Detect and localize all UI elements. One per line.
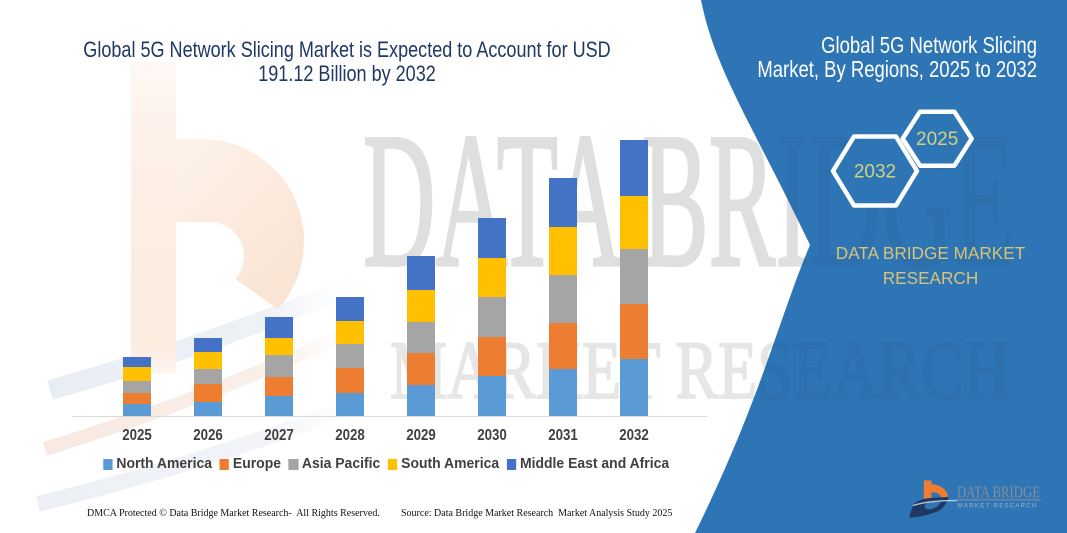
svg-text:MARKET RESEARCH: MARKET RESEARCH	[958, 502, 1037, 509]
svg-text:DATA BRIDGE: DATA BRIDGE	[957, 483, 1040, 502]
svg-text:2025: 2025	[916, 129, 958, 150]
svg-text:2032: 2032	[854, 162, 896, 183]
